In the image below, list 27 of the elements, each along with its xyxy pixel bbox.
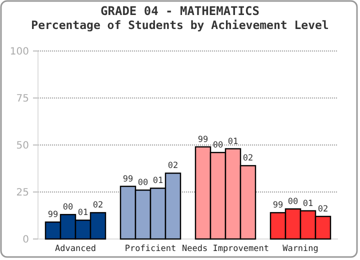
series-label: 01 (78, 208, 88, 218)
text: 99 (198, 134, 208, 145)
series-label: 02 (92, 200, 104, 211)
text: 99 (272, 200, 284, 211)
text: 99 (122, 174, 134, 184)
text: 00 (212, 140, 224, 151)
y-tick-label: 0 (22, 234, 29, 246)
x-tick-label: Advanced (55, 244, 96, 254)
text: 02 (318, 204, 328, 214)
text: 01 (228, 136, 238, 147)
text: 00 (138, 178, 148, 188)
text: 02 (168, 161, 178, 172)
text: 01 (302, 198, 314, 209)
text: 01 (152, 176, 164, 186)
chart-title: GRADE 04 - MATHEMATICS (100, 4, 260, 18)
x-tick-label: Warning (282, 244, 318, 254)
y-tick-label: 50 (16, 140, 29, 152)
series-label: 00 (62, 202, 74, 213)
y-tick-label: 100 (10, 46, 29, 58)
text: 00 (288, 196, 298, 207)
series-label: 99 (48, 210, 58, 220)
text: 02 (242, 154, 254, 164)
chart-subtitle: Percentage of Students by Achievement Level (31, 18, 329, 32)
x-tick-label: Proficient (124, 244, 176, 254)
y-tick-label: 75 (16, 94, 29, 104)
x-tick-label: Needs Improvement (182, 244, 269, 254)
y-tick-label: 25 (16, 188, 29, 198)
